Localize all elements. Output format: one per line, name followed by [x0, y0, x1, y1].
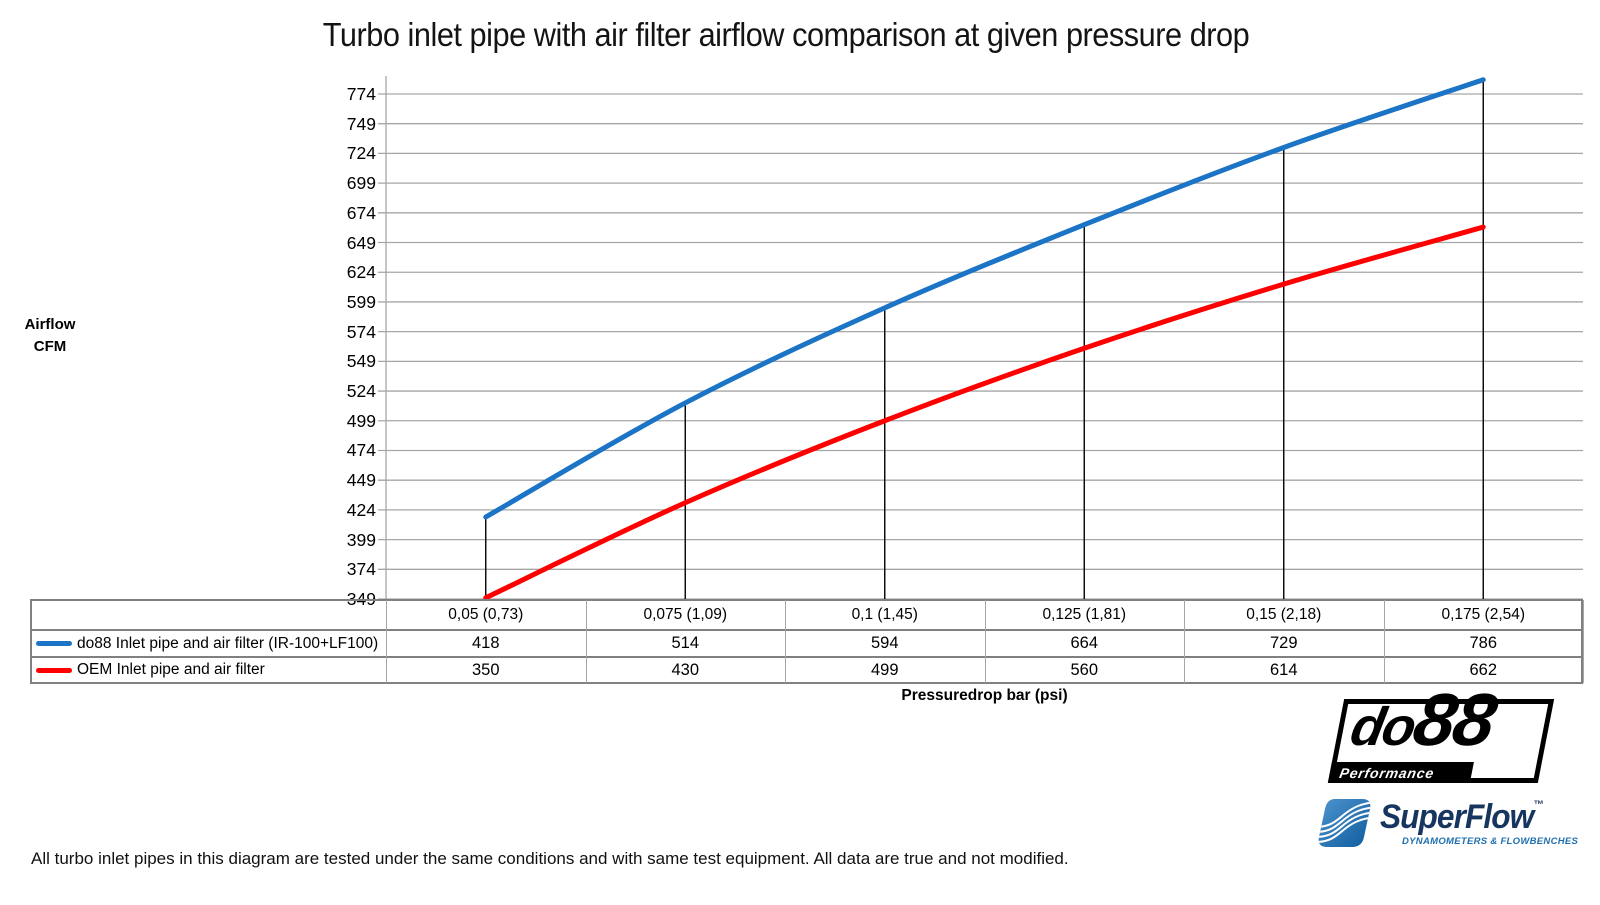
- table-horizontal-border: [30, 599, 1583, 601]
- table-column-border: [585, 600, 587, 683]
- table-horizontal-border: [30, 682, 1583, 684]
- footer-note: All turbo inlet pipes in this diagram ar…: [31, 849, 1069, 868]
- y-axis-tick-label: 449: [346, 470, 376, 491]
- y-axis-tick-label: 749: [346, 113, 376, 134]
- table-column-border: [1383, 600, 1385, 683]
- table-value: 614: [1269, 660, 1298, 679]
- table-horizontal-border: [30, 629, 1583, 631]
- y-axis-tick-label: 624: [346, 262, 376, 283]
- y-axis-tick-label: 499: [346, 410, 376, 431]
- do88-performance-banner: Performance: [1327, 762, 1474, 783]
- y-axis-tick-label: 724: [346, 143, 376, 164]
- y-axis-tick-label: 374: [346, 559, 376, 580]
- x-category-label: 0,075 (1,09): [643, 606, 728, 623]
- table-column-border: [785, 600, 786, 683]
- y-axis-tick-label: 424: [346, 499, 376, 520]
- y-axis-tick-label: 699: [346, 173, 376, 194]
- table-value: 560: [1070, 660, 1099, 679]
- y-axis-tick-label: 649: [346, 232, 376, 253]
- table-value: 786: [1469, 634, 1498, 652]
- table-value: 729: [1269, 634, 1298, 652]
- legend-series-name: do88 Inlet pipe and air filter (IR-100+L…: [77, 634, 379, 652]
- y-axis-tick-label: 574: [346, 321, 376, 342]
- table-value: 662: [1469, 660, 1498, 679]
- y-axis-title-line2: CFM: [33, 338, 67, 355]
- legend-key-oem: [36, 667, 72, 673]
- do88-logo-text: do 88: [1345, 678, 1502, 761]
- superflow-wave-icon: [1318, 799, 1371, 847]
- superflow-logo: SuperFlow™ DYNAMOMETERS & FLOWBENCHES: [1318, 796, 1579, 850]
- x-category-label: 0,05 (0,73): [448, 606, 524, 623]
- legend-item-do88: do88 Inlet pipe and air filter (IR-100+L…: [30, 630, 386, 657]
- series-line-oem: [483, 224, 1486, 601]
- y-axis-tick-label: 474: [346, 440, 376, 461]
- series-line-do88: [483, 77, 1486, 520]
- trademark-symbol: ™: [1533, 799, 1544, 811]
- table-value: 499: [870, 660, 899, 679]
- x-axis-title: Pressuredrop bar (psi): [901, 687, 1068, 704]
- table-column-border: [386, 600, 387, 683]
- superflow-logo-subtext: DYNAMOMETERS & FLOWBENCHES: [1402, 836, 1579, 847]
- x-category-label: 0,1 (1,45): [851, 606, 918, 623]
- legend-series-name: OEM Inlet pipe and air filter: [77, 661, 265, 678]
- x-category-label: 0,125 (1,81): [1042, 606, 1127, 623]
- y-axis-tick-label: 549: [346, 351, 376, 372]
- table-outer-border-left: [30, 600, 32, 683]
- y-axis-tick-label: 774: [346, 84, 376, 104]
- table-value: 350: [471, 660, 500, 679]
- table-column-border: [1184, 600, 1185, 683]
- chart-title: Turbo inlet pipe with air filter airflow…: [322, 16, 1250, 53]
- table-value: 594: [870, 634, 899, 652]
- y-axis-tick-label: 674: [346, 202, 376, 223]
- legend-item-oem: OEM Inlet pipe and air filter: [30, 657, 386, 683]
- chart-data-table: 0,05 (0,73) 0,075 (1,09) 0,1 (1,45) 0,125 (…: [30, 599, 1584, 684]
- y-axis-title-line1: Airflow: [24, 316, 76, 333]
- table-value: 664: [1070, 634, 1099, 652]
- table-outer-border-right: [1581, 600, 1583, 683]
- x-category-label: 0,15 (2,18): [1246, 606, 1322, 623]
- table-column-border: [1583, 600, 1584, 683]
- legend-key-do88: [36, 641, 72, 646]
- table-value: 514: [671, 634, 700, 652]
- do88-logo: do 88 Performance: [1327, 678, 1555, 783]
- superflow-logo-text: SuperFlow™: [1380, 798, 1544, 836]
- table-value: 430: [671, 660, 700, 679]
- y-axis-tick-label: 599: [346, 291, 376, 312]
- y-axis-tick-label: 399: [346, 529, 376, 550]
- table-value: 418: [471, 634, 500, 652]
- table-column-border: [984, 600, 986, 683]
- x-category-label: 0,175 (2,54): [1441, 606, 1526, 623]
- y-axis-tick-label: 524: [346, 381, 376, 402]
- y-axis-title: Airflow CFM: [10, 314, 90, 358]
- table-horizontal-border: [30, 656, 1583, 658]
